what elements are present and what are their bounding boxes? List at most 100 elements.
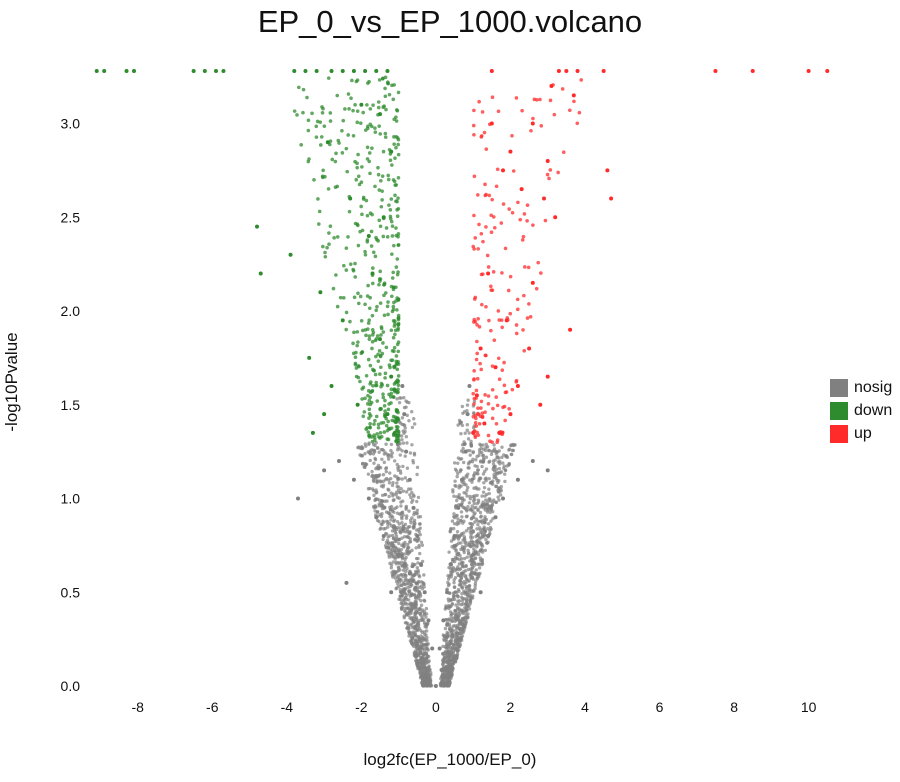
down-point: [376, 422, 381, 427]
nosig-point: [464, 491, 468, 496]
nosig-point: [464, 581, 468, 585]
nosig-point: [412, 453, 417, 457]
nosig-point: [453, 479, 457, 483]
nosig-point: [472, 543, 477, 547]
nosig-point: [460, 496, 465, 500]
nosig-point: [419, 562, 423, 567]
down-point: [353, 275, 358, 279]
nosig-point: [451, 526, 456, 531]
down-point: [396, 410, 400, 415]
nosig-point: [401, 581, 406, 585]
nosig-point: [453, 576, 458, 580]
nosig-point: [394, 492, 398, 497]
down-point: [325, 140, 330, 145]
nosig-point: [414, 511, 419, 515]
nosig-point: [455, 654, 459, 659]
nosig-point: [408, 493, 412, 497]
down-point: [326, 76, 331, 80]
up-point: [479, 367, 484, 372]
down-point: [387, 363, 392, 367]
nosig-point: [416, 556, 420, 561]
down-point: [383, 86, 387, 91]
nosig-point: [400, 604, 405, 609]
nosig-point: [421, 608, 425, 612]
nosig-point: [395, 484, 399, 489]
nosig-point: [395, 397, 399, 401]
down-point: [363, 302, 367, 307]
down-point: [382, 104, 386, 108]
nosig-point: [449, 619, 454, 623]
nosig-point: [486, 522, 491, 526]
nosig-point: [407, 589, 411, 593]
up-point: [475, 376, 480, 381]
up-point: [538, 97, 542, 102]
nosig-point: [462, 440, 466, 444]
up-point: [489, 230, 494, 234]
nosig-point: [483, 448, 488, 453]
nosig-point: [451, 624, 456, 628]
down-point: [393, 156, 397, 160]
down-point: [370, 271, 375, 276]
up-point: [515, 307, 520, 312]
nosig-point: [411, 461, 416, 465]
y-tick-label: 1.0: [61, 491, 81, 507]
up-point: [564, 69, 569, 73]
nosig-point: [454, 628, 458, 632]
down-point: [396, 298, 401, 302]
up-point: [531, 116, 535, 121]
down-point: [376, 172, 381, 177]
nosig-point: [447, 627, 452, 631]
nosig-point: [486, 507, 490, 511]
nosig-point: [461, 446, 465, 451]
nosig-point: [480, 502, 484, 507]
up-point: [472, 213, 476, 218]
nosig-point: [379, 526, 383, 530]
up-point: [475, 323, 479, 327]
down-point: [395, 440, 399, 444]
nosig-point: [453, 483, 457, 488]
down-point: [372, 435, 377, 440]
down-point: [381, 76, 385, 81]
nosig-point: [481, 459, 485, 464]
down-point: [379, 421, 384, 425]
nosig-point: [410, 564, 414, 569]
nosig-point: [396, 552, 401, 557]
nosig-point: [475, 533, 480, 537]
down-point: [366, 81, 370, 85]
down-point: [396, 321, 401, 326]
down-point: [389, 219, 394, 224]
nosig-point: [380, 504, 384, 509]
nosig-point: [393, 506, 398, 510]
nosig-point: [450, 519, 455, 523]
down-point: [367, 412, 372, 416]
up-point: [521, 234, 526, 239]
nosig-point: [471, 494, 475, 499]
nosig-point: [451, 658, 455, 663]
nosig-point: [422, 590, 427, 595]
nosig-point: [404, 576, 408, 581]
up-point: [503, 246, 508, 251]
nosig-point: [498, 462, 502, 466]
y-axis-ticks: 0.0 0.5 1.0 1.5 2.0 2.5 3.0: [61, 116, 81, 695]
nosig-point: [447, 582, 451, 586]
up-point: [515, 297, 520, 302]
nosig-point: [422, 652, 427, 656]
nosig-point: [449, 566, 453, 571]
up-point: [492, 338, 497, 343]
down-point: [366, 321, 371, 325]
nosig-point: [379, 480, 383, 484]
down-point: [392, 365, 397, 370]
down-point: [383, 131, 388, 136]
down-point: [352, 330, 356, 335]
nosig-point: [371, 478, 376, 482]
nosig-point: [401, 499, 405, 503]
down-point: [386, 177, 391, 182]
nosig-point: [455, 567, 460, 571]
nosig-point: [481, 443, 485, 447]
nosig-point: [437, 646, 442, 651]
nosig-point: [459, 503, 464, 507]
nosig-point: [467, 607, 472, 611]
nosig-point: [445, 635, 449, 639]
nosig-point: [404, 569, 408, 573]
down-point: [357, 182, 362, 187]
